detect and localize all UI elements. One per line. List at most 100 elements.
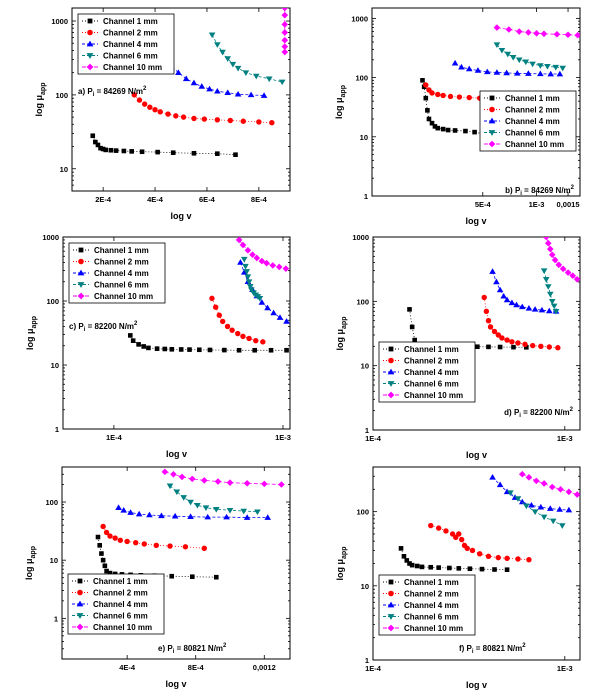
legend-label: Channel 4 mm bbox=[404, 368, 459, 377]
data-point bbox=[103, 147, 109, 153]
data-point bbox=[113, 148, 119, 153]
y-tick-label: 10 bbox=[50, 556, 58, 565]
data-point bbox=[407, 307, 412, 312]
data-point bbox=[525, 70, 532, 76]
data-point bbox=[90, 133, 96, 139]
data-point bbox=[401, 554, 407, 559]
series-layer bbox=[398, 470, 580, 572]
x-axis-label: log v bbox=[170, 211, 191, 221]
data-point bbox=[124, 538, 130, 545]
data-point bbox=[207, 347, 213, 353]
data-point bbox=[283, 318, 290, 324]
legend-label: Channel 2 mm bbox=[93, 589, 148, 598]
y-tick-label: 10 bbox=[361, 582, 369, 591]
data-point bbox=[429, 120, 435, 126]
data-point bbox=[107, 570, 113, 576]
data-point bbox=[236, 347, 242, 353]
data-point bbox=[499, 335, 505, 341]
legend-marker bbox=[77, 282, 85, 288]
data-point bbox=[136, 97, 143, 103]
panel-annotation: f) Pi = 80821 N/m2 bbox=[459, 643, 526, 655]
legend: Channel 1 mm Channel 2 mm Channel 4 mm Chan… bbox=[77, 13, 175, 75]
data-point bbox=[220, 318, 226, 325]
data-point bbox=[467, 566, 473, 572]
data-point bbox=[104, 568, 109, 574]
data-point bbox=[493, 42, 501, 48]
data-point bbox=[224, 89, 232, 96]
data-point bbox=[154, 346, 160, 351]
legend-label: Channel 10 mm bbox=[103, 63, 162, 72]
data-point bbox=[429, 90, 435, 96]
data-point bbox=[224, 323, 231, 330]
data-point bbox=[518, 470, 526, 478]
data-point bbox=[481, 294, 487, 301]
data-point bbox=[564, 31, 572, 39]
data-point bbox=[141, 101, 148, 107]
legend-label: Channel 10 mm bbox=[93, 623, 152, 632]
x-tick-label: 1E-3 bbox=[557, 664, 573, 673]
data-point bbox=[556, 70, 564, 77]
data-point bbox=[214, 117, 221, 123]
data-point bbox=[544, 284, 552, 290]
legend: Channel 1 mm Channel 2 mm Channel 4 mm Chan… bbox=[378, 341, 476, 403]
legend-marker bbox=[78, 247, 84, 253]
legend-label: Channel 10 mm bbox=[404, 391, 463, 400]
data-point bbox=[504, 567, 510, 572]
data-point bbox=[260, 92, 268, 98]
data-point bbox=[398, 546, 404, 551]
data-point bbox=[573, 491, 580, 498]
data-point bbox=[155, 149, 160, 155]
data-point bbox=[412, 337, 418, 343]
data-point bbox=[127, 509, 134, 515]
data-point bbox=[409, 324, 415, 330]
data-point bbox=[549, 518, 557, 525]
data-point bbox=[504, 555, 510, 562]
legend-marker bbox=[78, 258, 84, 265]
data-point bbox=[244, 274, 252, 280]
data-point bbox=[127, 333, 133, 338]
data-point bbox=[545, 307, 553, 314]
chart-panel-e: 1 10 100 4E-4 8E-4 0,0012 log v log μapp Channel… bbox=[24, 466, 291, 689]
data-point bbox=[100, 557, 106, 563]
data-point bbox=[498, 47, 506, 54]
data-point bbox=[552, 64, 560, 71]
data-point bbox=[223, 513, 230, 520]
data-point bbox=[120, 507, 128, 513]
data-point bbox=[281, 11, 289, 19]
data-point bbox=[447, 565, 452, 571]
x-tick-label: 4E-4 bbox=[119, 663, 136, 672]
legend-marker bbox=[387, 391, 395, 399]
data-point bbox=[458, 536, 465, 543]
plot-frame bbox=[372, 236, 581, 431]
data-point bbox=[189, 574, 195, 579]
data-point bbox=[240, 256, 248, 263]
legend-label: Channel 10 mm bbox=[505, 140, 564, 149]
data-point bbox=[496, 481, 504, 488]
data-point bbox=[548, 251, 556, 259]
legend: Channel 1 mm Channel 2 mm Channel 4 mm Chan… bbox=[378, 574, 476, 636]
data-point bbox=[428, 564, 434, 570]
legend-marker bbox=[488, 130, 496, 136]
data-point bbox=[243, 269, 251, 275]
data-point bbox=[435, 91, 441, 98]
data-point bbox=[525, 304, 533, 311]
legend-marker bbox=[87, 18, 93, 24]
data-point bbox=[139, 149, 145, 155]
data-point bbox=[469, 547, 476, 554]
data-point bbox=[146, 345, 151, 351]
data-point bbox=[493, 278, 500, 285]
data-point bbox=[540, 30, 548, 38]
data-point bbox=[526, 557, 532, 563]
data-point bbox=[281, 43, 289, 50]
data-point bbox=[548, 299, 556, 305]
legend-label: Channel 4 mm bbox=[505, 117, 560, 126]
data-point bbox=[226, 508, 234, 514]
legend-label: Channel 1 mm bbox=[103, 17, 158, 26]
x-tick-label: 0,0012 bbox=[253, 663, 276, 672]
data-point bbox=[112, 535, 118, 541]
data-point bbox=[173, 113, 179, 119]
data-point bbox=[281, 21, 289, 28]
data-point bbox=[495, 554, 501, 561]
data-point bbox=[206, 85, 213, 92]
data-point bbox=[129, 149, 134, 154]
